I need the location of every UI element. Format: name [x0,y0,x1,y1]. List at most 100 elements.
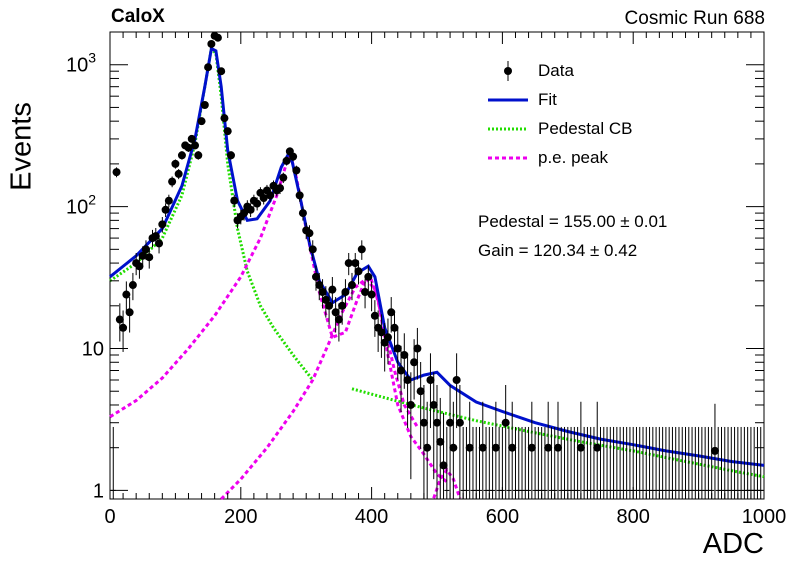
data-point [184,143,193,152]
x-axis-title: ADC [702,528,764,560]
data-point [449,443,458,452]
y-axis-title: Events [5,102,38,191]
data-point [194,151,203,160]
y-tick-label: 102 [66,192,96,219]
x-tick-label: 800 [617,506,650,528]
data-point [226,151,235,160]
data-point [478,443,487,452]
data-point [406,400,415,409]
data-point [292,166,301,175]
data-point [455,418,464,427]
data-point [240,209,249,218]
data-point [508,443,517,452]
y-tick-label: 103 [66,50,96,77]
data-point [312,272,321,281]
data-point [553,443,562,452]
data-point [357,245,366,254]
data-point [151,232,160,241]
data-point [158,220,167,229]
y-tick-label: 1 [93,480,104,502]
data-point [321,295,330,304]
data-point [289,152,298,161]
data-point [341,288,350,297]
data-point [436,437,445,446]
data-point [351,259,360,268]
data-point [187,134,196,143]
data-point [413,344,422,353]
data-point [217,67,226,76]
data-point [155,239,164,248]
data-point [429,400,438,409]
data-point [259,193,268,202]
data-point [168,177,177,186]
data-point [174,169,183,178]
data-point [325,301,334,310]
data-point [115,315,124,324]
data-point [452,375,461,384]
data-point [367,290,376,299]
data-point [128,281,137,290]
data-point [204,63,213,72]
data-point [370,311,379,320]
data-point [400,351,409,360]
data-point [298,209,307,218]
legend-label-pedestal: Pedestal CB [538,119,633,138]
data-point [161,205,170,214]
data-point [295,191,304,200]
data-point [223,127,232,136]
data-point [141,245,150,254]
series-p-e-peak-1 [220,276,419,501]
x-tick-label: 0 [104,506,115,528]
data-point [387,308,396,317]
y-tick-label: 10 [82,339,104,361]
data-point [419,418,428,427]
data-point [393,344,402,353]
data-point [191,141,200,150]
series-pedestal-cb [109,45,314,381]
data-point [338,301,347,310]
data-point [197,117,206,126]
data-point [138,251,147,260]
data-point [383,333,392,342]
data-point [433,418,441,427]
legend-data-marker [504,67,512,75]
data-point [446,418,455,427]
data-point [416,387,425,396]
x-tick-label: 1000 [742,506,787,528]
x-tick-label: 400 [355,506,388,528]
pedestal-result: Pedestal = 155.00 ± 0.01 [478,212,668,231]
data-point [279,173,288,182]
data-point [377,328,386,337]
data-point [334,315,343,324]
data-point [354,267,363,276]
data-point [266,191,275,200]
data-point [410,358,419,367]
data-point [164,196,173,205]
data-point [426,375,435,384]
data-point [576,443,585,452]
data-point [125,308,134,317]
data-point [122,290,131,299]
data-point [135,262,144,271]
x-tick-label: 200 [224,506,257,528]
data-point [276,184,285,193]
data-point [315,281,324,290]
data-point [347,281,356,290]
data-point [361,288,370,297]
data-point [246,205,255,214]
data-point [308,245,317,254]
data-point [527,443,536,452]
data-point [439,461,448,470]
data-point [207,39,216,48]
data-point [177,151,186,160]
data-point [318,288,327,297]
legend-label-fit: Fit [538,90,557,109]
data-point [593,443,602,452]
data-point [171,159,180,168]
data-point [397,366,406,375]
collaboration-label: CaloX [111,6,165,27]
data-point [305,229,314,238]
data-point [220,114,229,123]
data-point [145,253,154,262]
